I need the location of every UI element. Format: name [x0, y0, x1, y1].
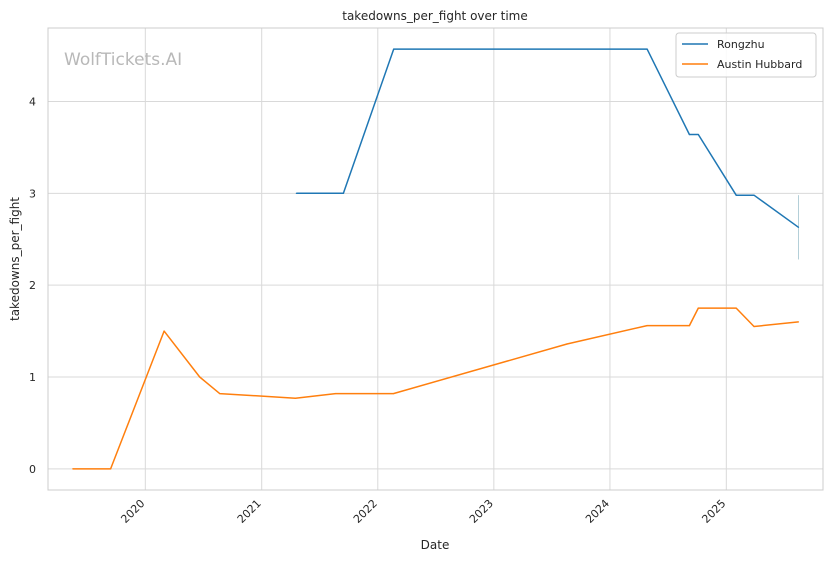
watermark-text: WolfTickets.AI: [64, 50, 182, 70]
legend: Rongzhu Austin Hubbard: [675, 32, 817, 78]
data-point-austin-hubbard: [797, 321, 800, 323]
x-axis-label: Date: [421, 538, 450, 552]
data-point-austin-hubbard: [72, 468, 74, 470]
data-point-austin-hubbard: [294, 397, 297, 399]
y-tick-labels: 0 1 2 3 4: [29, 95, 36, 475]
data-point-austin-hubbard: [163, 330, 165, 332]
y-gridlines: [48, 100, 823, 470]
data-point-rongzhu: [753, 194, 755, 196]
data-point-austin-hubbard: [753, 325, 755, 328]
data-point-rongzhu: [393, 48, 395, 50]
series-lines: [72, 48, 800, 470]
data-point-rongzhu: [697, 133, 699, 136]
y-axis-label: takedowns_per_fight: [8, 197, 22, 321]
data-point-rongzhu: [646, 48, 648, 50]
data-point-austin-hubbard: [392, 392, 394, 395]
data-point-austin-hubbard: [334, 392, 337, 395]
data-point-austin-hubbard: [735, 307, 737, 309]
y-tick-label: 4: [29, 95, 36, 108]
chart-title: takedowns_per_fight over time: [342, 9, 528, 23]
plot-frame: [47, 27, 824, 491]
y-tick-label: 1: [29, 371, 36, 384]
data-point-rongzhu: [342, 192, 345, 194]
y-tick-label: 3: [29, 187, 36, 200]
x-gridlines: [144, 28, 727, 490]
legend-label-austin-hubbard: Austin Hubbard: [717, 58, 802, 71]
y-tick-label: 0: [29, 463, 36, 476]
data-point-austin-hubbard: [110, 468, 112, 470]
data-point-rongzhu: [735, 194, 737, 196]
data-point-austin-hubbard: [199, 376, 201, 378]
legend-box: [675, 32, 817, 78]
data-point-rongzhu: [295, 192, 297, 194]
data-point-austin-hubbard: [219, 392, 221, 395]
legend-label-rongzhu: Rongzhu: [717, 38, 765, 51]
data-point-austin-hubbard: [646, 324, 648, 327]
data-point-austin-hubbard: [566, 343, 568, 345]
y-tick-label: 2: [29, 279, 36, 292]
data-point-rongzhu: [797, 226, 800, 228]
data-point-rongzhu: [688, 133, 691, 136]
data-point-austin-hubbard: [688, 324, 691, 327]
data-point-austin-hubbard: [697, 307, 699, 309]
